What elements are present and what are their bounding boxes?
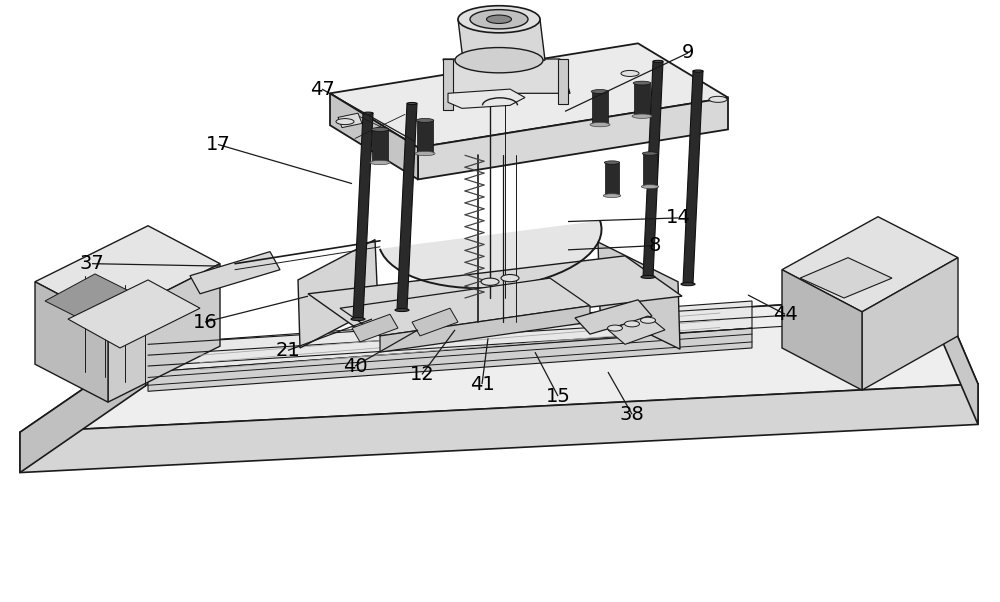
Ellipse shape xyxy=(653,60,663,63)
Ellipse shape xyxy=(370,160,390,165)
Polygon shape xyxy=(598,242,680,349)
Polygon shape xyxy=(458,19,545,60)
Text: 44: 44 xyxy=(773,305,797,324)
Ellipse shape xyxy=(407,102,417,105)
Polygon shape xyxy=(443,59,453,110)
Polygon shape xyxy=(353,113,373,319)
Text: 38: 38 xyxy=(620,405,644,424)
Polygon shape xyxy=(35,282,108,402)
Polygon shape xyxy=(45,274,155,331)
Ellipse shape xyxy=(590,122,610,127)
Text: 8: 8 xyxy=(649,236,661,255)
Ellipse shape xyxy=(591,90,609,93)
Ellipse shape xyxy=(455,48,543,73)
Polygon shape xyxy=(380,221,602,288)
Polygon shape xyxy=(108,264,220,402)
Text: 17: 17 xyxy=(206,135,230,154)
Polygon shape xyxy=(605,163,619,196)
Polygon shape xyxy=(608,316,665,344)
Ellipse shape xyxy=(371,128,389,131)
Polygon shape xyxy=(298,240,378,348)
Ellipse shape xyxy=(486,15,512,23)
Ellipse shape xyxy=(624,321,640,327)
Ellipse shape xyxy=(608,325,622,331)
Polygon shape xyxy=(330,93,418,179)
Ellipse shape xyxy=(336,119,354,125)
Polygon shape xyxy=(940,295,978,424)
Text: 14: 14 xyxy=(666,208,690,228)
Ellipse shape xyxy=(681,283,695,286)
Polygon shape xyxy=(20,384,978,473)
Polygon shape xyxy=(372,129,388,163)
Text: 16: 16 xyxy=(193,312,217,332)
Polygon shape xyxy=(417,120,433,154)
Polygon shape xyxy=(380,306,590,352)
Polygon shape xyxy=(800,258,892,298)
Polygon shape xyxy=(148,301,752,372)
Polygon shape xyxy=(575,300,652,334)
Ellipse shape xyxy=(640,317,656,323)
Polygon shape xyxy=(634,83,650,116)
Ellipse shape xyxy=(501,275,519,282)
Polygon shape xyxy=(643,154,657,187)
Text: 40: 40 xyxy=(343,356,367,376)
Ellipse shape xyxy=(641,185,659,188)
Ellipse shape xyxy=(642,152,658,155)
Polygon shape xyxy=(352,314,398,342)
Ellipse shape xyxy=(458,6,540,33)
Polygon shape xyxy=(190,252,280,294)
Polygon shape xyxy=(68,280,200,348)
Polygon shape xyxy=(862,258,958,390)
Polygon shape xyxy=(443,59,570,93)
Polygon shape xyxy=(308,256,682,334)
Ellipse shape xyxy=(641,276,655,278)
Text: 9: 9 xyxy=(682,43,694,63)
Ellipse shape xyxy=(633,81,651,85)
Polygon shape xyxy=(683,71,703,284)
Text: 47: 47 xyxy=(310,79,334,99)
Polygon shape xyxy=(338,113,362,128)
Polygon shape xyxy=(418,98,728,179)
Polygon shape xyxy=(643,61,663,277)
Ellipse shape xyxy=(604,161,620,164)
Polygon shape xyxy=(448,89,525,108)
Text: 21: 21 xyxy=(276,341,300,360)
Polygon shape xyxy=(20,344,148,473)
Text: 41: 41 xyxy=(470,374,494,394)
Text: 37: 37 xyxy=(80,254,104,273)
Text: 15: 15 xyxy=(546,386,570,406)
Polygon shape xyxy=(412,308,458,336)
Text: 12: 12 xyxy=(410,365,434,384)
Polygon shape xyxy=(35,226,220,320)
Polygon shape xyxy=(148,328,752,391)
Ellipse shape xyxy=(632,114,652,119)
Polygon shape xyxy=(340,278,590,336)
Ellipse shape xyxy=(416,119,434,122)
Ellipse shape xyxy=(415,151,435,156)
Ellipse shape xyxy=(363,112,373,114)
Ellipse shape xyxy=(470,10,528,29)
Polygon shape xyxy=(782,270,862,390)
Ellipse shape xyxy=(693,70,703,72)
Polygon shape xyxy=(782,217,958,312)
Ellipse shape xyxy=(621,70,639,76)
Polygon shape xyxy=(397,104,417,310)
Polygon shape xyxy=(20,295,978,432)
Polygon shape xyxy=(558,59,568,104)
Ellipse shape xyxy=(351,318,365,320)
Ellipse shape xyxy=(603,194,621,197)
Ellipse shape xyxy=(709,96,727,102)
Ellipse shape xyxy=(395,309,409,312)
Ellipse shape xyxy=(481,278,499,285)
Polygon shape xyxy=(592,92,608,125)
Polygon shape xyxy=(330,43,728,147)
